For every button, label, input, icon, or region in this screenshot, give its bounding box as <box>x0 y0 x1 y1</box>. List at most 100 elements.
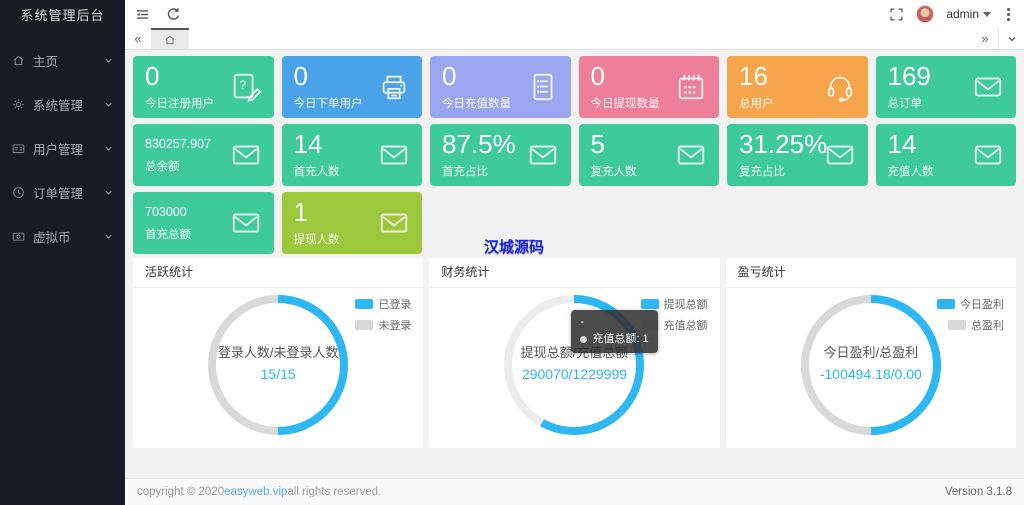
stat-card-today-recharge: 0 今日充值数量 <box>430 56 571 118</box>
refresh-icon[interactable] <box>166 7 181 22</box>
panel-finance-stats: 财务统计 提现总额 充值总额 <box>429 258 720 448</box>
panel-title: 财务统计 <box>429 258 720 288</box>
caret-down-icon <box>983 11 991 17</box>
legend-item[interactable]: 未登录 <box>355 317 411 333</box>
legend-label: 未登录 <box>378 320 412 332</box>
envelope-icon <box>377 138 411 172</box>
dashboard-content: 0 今日注册用户 0 今日下单用户 0 今日充值数量 0 今日提现数量 16 <box>125 50 1024 478</box>
register-icon <box>229 70 263 104</box>
sidebar-item-system[interactable]: 系统管理 <box>0 82 125 126</box>
envelope-icon <box>823 138 857 172</box>
stat-value: 830257.907 <box>145 137 212 152</box>
stat-card-first-recharge-users: 14 首充人数 <box>281 124 422 186</box>
orders-icon <box>12 186 25 199</box>
stat-value: 0 <box>590 60 605 91</box>
legend-label: 提现总额 <box>663 299 708 311</box>
tabs-scroll-left[interactable]: « <box>134 31 142 46</box>
legend-label: 今日盈利 <box>960 299 1004 311</box>
user-dropdown[interactable]: admin <box>946 7 991 21</box>
stat-card-withdraw-users: 1 提现人数 <box>281 192 422 254</box>
envelope-icon <box>229 206 263 240</box>
sidebar-item-users[interactable]: 用户管理 <box>0 126 125 170</box>
sidebar-toggle-icon[interactable] <box>135 7 150 22</box>
stat-card-first-recharge-total: 703000 首充总额 <box>133 192 274 254</box>
sidebar-item-virtual-coin[interactable]: 虚拟币 <box>0 214 125 258</box>
printer-icon <box>377 70 411 104</box>
stat-card-first-recharge-ratio: 87.5% 首充占比 <box>430 124 571 186</box>
chevron-down-icon <box>1007 34 1017 44</box>
fullscreen-icon[interactable] <box>889 7 904 22</box>
gear-icon <box>12 98 25 111</box>
stat-label: 今日充值数量 <box>442 98 511 111</box>
sidebar-item-label: 用户管理 <box>33 142 84 157</box>
version-label: Version 3.1.8 <box>944 486 1012 498</box>
stat-value: 0 <box>293 60 308 91</box>
legend-item[interactable]: 今日盈利 <box>937 296 1004 312</box>
legend-label: 总盈利 <box>971 320 1004 332</box>
sidebar-item-label: 主页 <box>33 54 59 69</box>
stat-label: 今日提现数量 <box>590 98 660 111</box>
envelope-icon <box>674 138 708 172</box>
username: admin <box>946 7 979 21</box>
donut-center-label: 登录人数/未登录人数 <box>217 345 339 360</box>
chart-tooltip: - 充值总额: 1 <box>571 310 658 354</box>
stat-value: 0 <box>145 60 160 91</box>
stat-label: 总订单 <box>887 98 923 111</box>
donut-center-value: -100494.18/0.00 <box>819 366 922 382</box>
legend-swatch <box>640 299 659 309</box>
donut-center-label: 今日盈利/总盈利 <box>823 345 919 360</box>
stat-value: 14 <box>293 128 323 159</box>
stat-label: 充值人数 <box>887 166 934 179</box>
chevron-down-icon <box>104 144 113 153</box>
donut-chart[interactable]: 登录人数/未登录人数 15/15 <box>203 290 353 440</box>
panel-profit-stats: 盈亏统计 今日盈利 总盈利 <box>725 258 1016 448</box>
donut-chart[interactable]: 今日盈利/总盈利 -100494.18/0.00 <box>796 290 946 440</box>
stat-label: 提现人数 <box>293 234 340 247</box>
stat-card-total-orders: 169 总订单 <box>875 56 1016 118</box>
envelope-icon <box>377 206 411 240</box>
headset-icon <box>823 70 857 104</box>
avatar[interactable] <box>916 5 935 23</box>
tabs-scroll-right[interactable]: » <box>981 31 989 46</box>
legend-item[interactable]: 总盈利 <box>937 317 1004 333</box>
chart-legend: 今日盈利 总盈利 <box>937 296 1004 338</box>
watermark-text: 汉城源码 <box>484 239 545 256</box>
stat-card-total-users: 16 总用户 <box>727 56 868 118</box>
app-title: 系统管理后台 <box>20 7 105 23</box>
stat-card-total-balance: 830257.907 总余额 <box>133 124 274 186</box>
sidebar-item-home[interactable]: 主页 <box>0 38 125 82</box>
legend-label: 已登录 <box>378 299 412 311</box>
panel-title: 盈亏统计 <box>725 258 1016 288</box>
chevron-down-icon <box>104 232 113 241</box>
legend-item[interactable]: 提现总额 <box>640 296 708 312</box>
chevron-down-icon <box>104 56 113 65</box>
sidebar-menu: 主页 系统管理 用户管理 订单管理 虚拟币 <box>0 38 125 258</box>
tabs-dropdown[interactable] <box>998 28 1024 49</box>
coin-icon <box>12 230 25 243</box>
footer: copyright © 2020 easyweb.vip all rights … <box>125 478 1024 505</box>
envelope-icon <box>971 138 1005 172</box>
stat-value: 87.5% <box>442 128 516 159</box>
envelope-icon <box>229 138 263 172</box>
stat-label: 首充总额 <box>145 228 191 241</box>
stat-label: 今日注册用户 <box>145 98 214 111</box>
donut-center-value: 290070/1229999 <box>521 366 628 382</box>
legend-swatch <box>355 320 374 330</box>
stat-label: 总用户 <box>739 98 774 111</box>
sidebar-item-label: 订单管理 <box>33 186 84 201</box>
stat-cards-grid: 0 今日注册用户 0 今日下单用户 0 今日充值数量 0 今日提现数量 16 <box>133 56 1016 254</box>
stat-card-today-orders: 0 今日下单用户 <box>281 56 422 118</box>
footer-link[interactable]: easyweb.vip <box>224 486 288 498</box>
legend-item[interactable]: 已登录 <box>355 296 411 312</box>
stat-value: 16 <box>739 60 768 91</box>
sidebar-item-orders[interactable]: 订单管理 <box>0 170 125 214</box>
tooltip-line1: - <box>580 316 584 328</box>
stat-value: 169 <box>887 60 931 91</box>
tab-home[interactable] <box>151 28 189 49</box>
donut-center-value: 15/15 <box>260 366 296 382</box>
chevron-down-icon <box>104 100 113 109</box>
envelope-icon <box>526 138 560 172</box>
more-menu-icon[interactable] <box>1003 6 1014 23</box>
copyright-prefix: copyright © 2020 <box>137 486 225 498</box>
chevron-down-icon <box>104 188 113 197</box>
